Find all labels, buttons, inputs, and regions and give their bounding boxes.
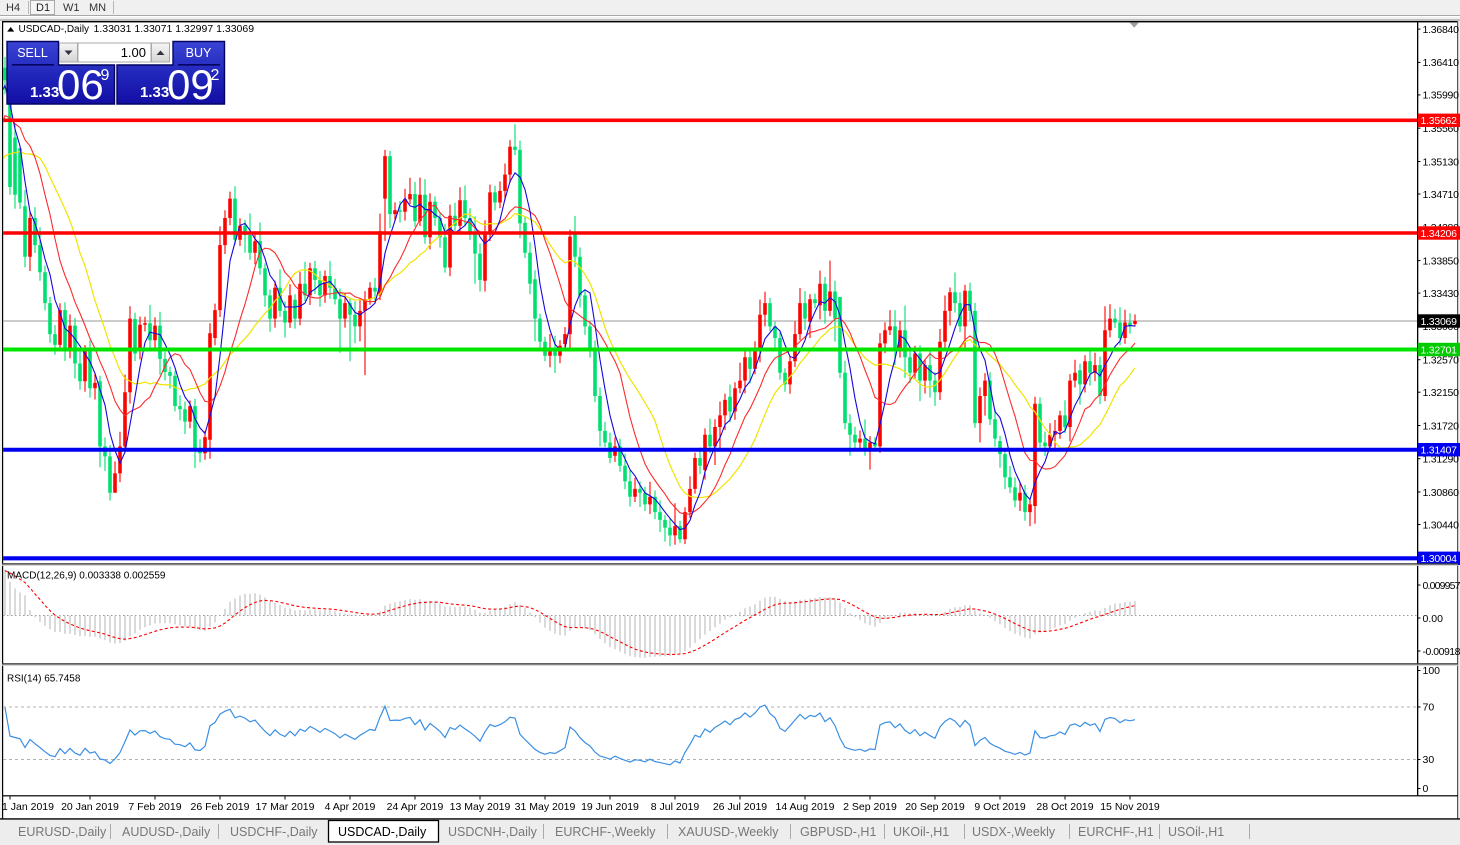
svg-text:13 May 2019: 13 May 2019 <box>450 801 511 813</box>
svg-text:GBPUSD-,H1: GBPUSD-,H1 <box>800 825 876 839</box>
svg-text:W1: W1 <box>63 2 80 14</box>
svg-text:1.30440: 1.30440 <box>1423 519 1460 531</box>
svg-text:2 Sep 2019: 2 Sep 2019 <box>843 801 897 813</box>
svg-text:1 Jan 2019: 1 Jan 2019 <box>2 801 54 813</box>
svg-text:USDX-,Weekly: USDX-,Weekly <box>972 825 1056 839</box>
svg-text:RSI(14) 65.7458: RSI(14) 65.7458 <box>7 674 81 685</box>
svg-text:1.31407: 1.31407 <box>1421 445 1458 457</box>
svg-text:1.33069: 1.33069 <box>1421 316 1458 328</box>
svg-text:26 Feb 2019: 26 Feb 2019 <box>191 801 250 813</box>
svg-text:70: 70 <box>1423 702 1435 714</box>
svg-text:AUDUSD-,Daily: AUDUSD-,Daily <box>122 825 211 839</box>
svg-text:26 Jul 2019: 26 Jul 2019 <box>713 801 767 813</box>
svg-text:H4: H4 <box>6 2 20 14</box>
svg-text:1.00: 1.00 <box>121 45 146 60</box>
svg-text:14 Aug 2019: 14 Aug 2019 <box>776 801 835 813</box>
svg-text:USDCNH-,Daily: USDCNH-,Daily <box>448 825 538 839</box>
svg-text:1.33031 1.33071 1.32997 1.3306: 1.33031 1.33071 1.32997 1.33069 <box>94 23 255 35</box>
svg-text:1.32701: 1.32701 <box>1421 344 1458 356</box>
svg-text:USDCHF-,Daily: USDCHF-,Daily <box>230 825 318 839</box>
svg-text:1.32570: 1.32570 <box>1423 355 1460 367</box>
svg-text:15 Nov 2019: 15 Nov 2019 <box>1100 801 1160 813</box>
svg-text:28 Oct 2019: 28 Oct 2019 <box>1036 801 1093 813</box>
svg-text:100: 100 <box>1423 665 1441 677</box>
svg-text:EURCHF-,H1: EURCHF-,H1 <box>1078 825 1154 839</box>
svg-text:17 Mar 2019: 17 Mar 2019 <box>256 801 315 813</box>
svg-text:1.30004: 1.30004 <box>1421 553 1458 565</box>
svg-text:BUY: BUY <box>186 46 212 60</box>
svg-text:09: 09 <box>167 61 214 108</box>
svg-text:0: 0 <box>1423 783 1429 795</box>
svg-text:MN: MN <box>89 2 106 14</box>
svg-text:1.32150: 1.32150 <box>1423 387 1460 399</box>
svg-text:31 May 2019: 31 May 2019 <box>515 801 576 813</box>
svg-text:24 Apr 2019: 24 Apr 2019 <box>387 801 444 813</box>
svg-text:1.33430: 1.33430 <box>1423 288 1460 300</box>
svg-text:20 Sep 2019: 20 Sep 2019 <box>905 801 965 813</box>
svg-text:1.31720: 1.31720 <box>1423 420 1460 432</box>
svg-text:2: 2 <box>211 67 220 84</box>
svg-text:06: 06 <box>57 61 104 108</box>
svg-text:D1: D1 <box>36 2 50 14</box>
svg-text:1.34710: 1.34710 <box>1423 189 1460 201</box>
svg-text:1.33: 1.33 <box>30 84 59 101</box>
svg-text:7 Feb 2019: 7 Feb 2019 <box>128 801 181 813</box>
svg-text:1.36410: 1.36410 <box>1423 57 1460 69</box>
svg-text:1.31290: 1.31290 <box>1423 454 1460 466</box>
svg-text:30: 30 <box>1423 754 1435 766</box>
svg-text:EURCHF-,Weekly: EURCHF-,Weekly <box>555 825 656 839</box>
svg-text:9 Oct 2019: 9 Oct 2019 <box>974 801 1026 813</box>
svg-text:USDCAD-,Daily: USDCAD-,Daily <box>338 825 427 839</box>
svg-text:0.009957: 0.009957 <box>1423 580 1460 592</box>
svg-text:1.35130: 1.35130 <box>1423 156 1460 168</box>
svg-text:USDCAD-,Daily: USDCAD-,Daily <box>19 24 90 35</box>
svg-text:1.35662: 1.35662 <box>1421 115 1458 127</box>
svg-text:1.34206: 1.34206 <box>1421 228 1458 240</box>
svg-text:9: 9 <box>101 67 110 84</box>
svg-text:8 Jul 2019: 8 Jul 2019 <box>651 801 700 813</box>
svg-text:MACD(12,26,9) 0.003338 0.00255: MACD(12,26,9) 0.003338 0.002559 <box>7 571 166 582</box>
svg-text:1.35990: 1.35990 <box>1423 90 1460 102</box>
svg-text:1.30860: 1.30860 <box>1423 487 1460 499</box>
svg-text:4 Apr 2019: 4 Apr 2019 <box>325 801 376 813</box>
svg-text:19 Jun 2019: 19 Jun 2019 <box>581 801 639 813</box>
svg-text:SELL: SELL <box>17 46 48 60</box>
svg-text:1.33850: 1.33850 <box>1423 255 1460 267</box>
svg-text:1.33: 1.33 <box>140 84 169 101</box>
svg-text:UKOil-,H1: UKOil-,H1 <box>893 825 949 839</box>
svg-text:-0.00918: -0.00918 <box>1423 646 1460 658</box>
svg-text:USOil-,H1: USOil-,H1 <box>1168 825 1224 839</box>
svg-text:1.36840: 1.36840 <box>1423 24 1460 36</box>
svg-text:0.00: 0.00 <box>1423 613 1444 625</box>
svg-text:20 Jan 2019: 20 Jan 2019 <box>61 801 119 813</box>
svg-text:EURUSD-,Daily: EURUSD-,Daily <box>18 825 107 839</box>
svg-text:XAUUSD-,Weekly: XAUUSD-,Weekly <box>678 825 779 839</box>
